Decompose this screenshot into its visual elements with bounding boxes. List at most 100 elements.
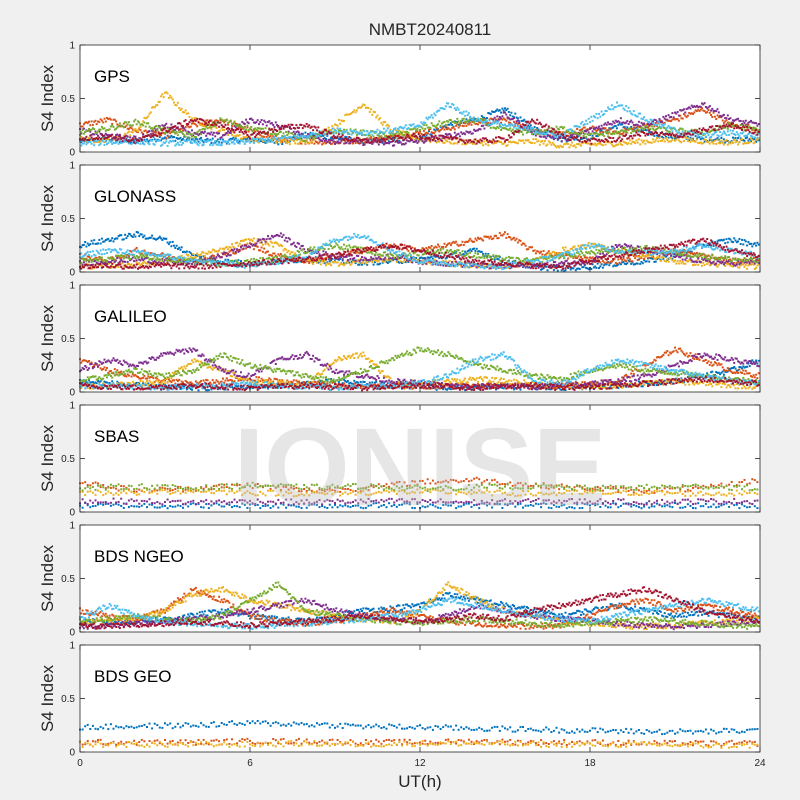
data-point <box>113 238 116 241</box>
data-point <box>108 117 111 120</box>
data-point <box>148 112 151 115</box>
data-point <box>425 136 428 139</box>
data-point <box>202 127 205 130</box>
data-point <box>198 133 201 135</box>
data-point <box>650 121 653 124</box>
data-point <box>505 109 508 112</box>
data-point <box>80 135 83 138</box>
data-point <box>437 140 439 142</box>
data-point <box>582 126 585 129</box>
data-point <box>184 119 187 122</box>
data-point <box>203 128 206 131</box>
data-point <box>161 143 164 146</box>
data-point <box>710 135 713 138</box>
data-point <box>513 133 515 136</box>
data-point <box>577 143 580 146</box>
data-point <box>191 142 193 145</box>
data-point <box>514 112 517 115</box>
data-point <box>462 117 465 120</box>
data-point <box>88 139 90 141</box>
data-point <box>348 140 351 142</box>
data-point <box>726 127 729 130</box>
data-point <box>558 128 561 131</box>
data-point <box>394 140 397 143</box>
data-point <box>240 139 242 142</box>
data-point <box>581 142 584 145</box>
data-point <box>648 256 651 259</box>
data-point <box>261 250 264 253</box>
data-point <box>737 117 740 120</box>
data-point <box>501 115 504 118</box>
data-point <box>209 126 212 129</box>
data-point <box>411 123 414 126</box>
data-point <box>465 110 468 113</box>
data-point <box>179 122 182 125</box>
data-point <box>223 261 226 264</box>
data-point <box>428 128 430 131</box>
data-point <box>211 144 214 147</box>
data-point <box>697 108 700 111</box>
data-point <box>599 140 602 143</box>
data-point <box>690 138 693 141</box>
data-point <box>681 130 684 133</box>
data-point <box>341 259 344 262</box>
data-point <box>519 139 522 142</box>
data-point <box>721 239 724 242</box>
data-point <box>337 141 340 144</box>
data-point <box>419 130 421 133</box>
data-point <box>220 141 223 144</box>
data-point <box>430 122 433 125</box>
data-point <box>206 124 209 127</box>
data-point <box>404 261 407 264</box>
data-point <box>238 123 241 126</box>
data-point <box>86 122 89 125</box>
data-point <box>156 104 159 107</box>
data-point <box>350 133 353 136</box>
data-point <box>155 104 157 107</box>
data-point <box>376 137 379 140</box>
data-point <box>149 133 152 136</box>
data-point <box>589 126 591 129</box>
data-point <box>194 119 197 122</box>
data-point <box>291 251 294 254</box>
data-point <box>623 122 626 125</box>
data-point <box>157 131 160 134</box>
data-point <box>675 138 678 141</box>
data-point <box>635 131 638 134</box>
data-point <box>343 131 345 134</box>
data-point <box>264 138 267 141</box>
data-point <box>392 129 394 132</box>
data-point <box>504 231 506 234</box>
data-point <box>545 137 548 140</box>
data-point <box>207 122 210 125</box>
data-point <box>318 141 321 144</box>
data-point <box>565 131 568 134</box>
data-point <box>757 243 760 246</box>
data-point <box>371 113 374 116</box>
data-point <box>242 128 245 130</box>
data-point <box>245 238 248 241</box>
data-point <box>703 110 706 113</box>
data-point <box>203 123 206 126</box>
data-point <box>116 139 119 142</box>
data-point <box>215 119 218 122</box>
data-point <box>612 120 615 123</box>
data-point <box>312 133 315 136</box>
data-point <box>431 132 434 135</box>
data-point <box>348 133 351 135</box>
data-point <box>702 142 705 145</box>
data-point <box>108 135 111 138</box>
data-point <box>277 132 280 135</box>
data-point <box>103 117 106 120</box>
data-point <box>82 123 85 126</box>
data-point <box>164 124 166 127</box>
data-point <box>138 121 141 124</box>
data-point <box>487 123 490 126</box>
data-point <box>626 131 629 134</box>
data-point <box>174 144 177 147</box>
data-point <box>591 125 594 128</box>
data-point <box>346 132 349 135</box>
data-point <box>619 123 622 126</box>
data-point <box>704 106 707 108</box>
data-point <box>107 118 110 120</box>
